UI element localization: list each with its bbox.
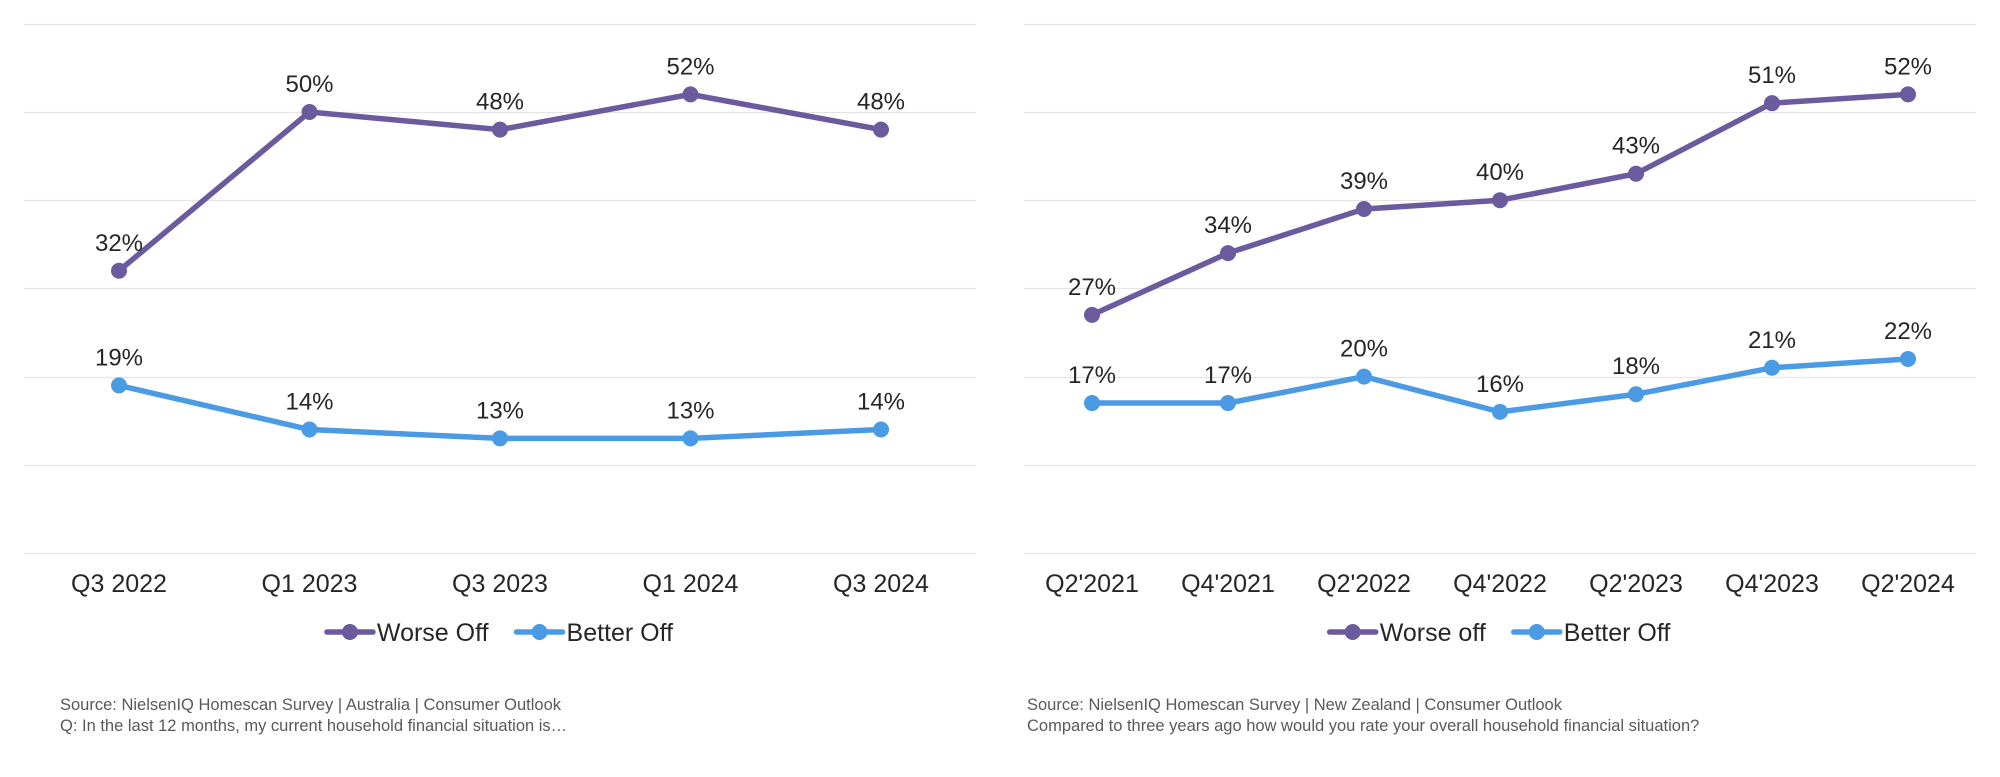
data-label: 51%: [1748, 62, 1796, 89]
data-point: [492, 121, 508, 138]
data-label: 22%: [1884, 318, 1932, 345]
data-point: [1628, 165, 1644, 182]
x-tick-label: Q2'2024: [1861, 570, 1955, 598]
chart-new-zealand: 27% 34% 39% 40% 43% 51% 52% 17% 17% 20% 16% 18% 21% 2…: [1024, 23, 1976, 647]
data-point: [682, 86, 699, 103]
x-tick-label: Q2'2022: [1317, 570, 1411, 598]
source-line: Source: NielsenIQ Homescan Survey | Aust…: [60, 696, 562, 714]
legend-item: Better Off: [1511, 619, 1671, 647]
data-point: [1764, 95, 1780, 112]
data-point: [1492, 403, 1508, 420]
data-label: 52%: [1884, 53, 1932, 80]
data-label: 52%: [666, 53, 714, 80]
data-label: 50%: [285, 71, 333, 98]
data-point: [492, 430, 508, 447]
x-tick-label: Q1 2024: [643, 570, 739, 598]
data-label: 32%: [95, 230, 143, 257]
data-label: 14%: [857, 389, 905, 416]
question-line: Compared to three years ago how would yo…: [1027, 717, 1700, 735]
source-note-new-zealand: Source: NielsenIQ Homescan Survey | New …: [1027, 695, 1699, 737]
x-tick-label: Q3 2023: [452, 570, 548, 598]
data-point: [1356, 201, 1372, 218]
legend: Worse off Better Off: [1326, 619, 1671, 647]
data-label: 14%: [285, 389, 333, 416]
data-point: [682, 430, 699, 447]
x-tick-label: Q4'2023: [1725, 570, 1819, 598]
data-label: 19%: [95, 344, 143, 371]
data-point: [1628, 386, 1644, 403]
x-tick-label: Q2'2021: [1045, 570, 1139, 598]
data-label: 21%: [1748, 327, 1796, 354]
question-line: Q: In the last 12 months, my current hou…: [60, 717, 568, 735]
data-point: [1764, 359, 1780, 376]
data-label: 48%: [857, 89, 905, 116]
data-label: 18%: [1612, 353, 1660, 380]
data-point: [873, 421, 889, 438]
x-tick-label: Q4'2021: [1181, 570, 1275, 598]
x-tick-label: Q1 2023: [262, 570, 358, 598]
data-point: [1220, 395, 1236, 412]
legend-swatch-marker: [341, 624, 358, 640]
data-label: 40%: [1476, 159, 1524, 186]
legend-label: Better Off: [567, 619, 674, 647]
data-point: [1084, 395, 1100, 412]
data-point: [301, 104, 318, 120]
data-point: [1084, 306, 1100, 323]
data-label: 17%: [1068, 362, 1116, 389]
data-label: 39%: [1340, 168, 1388, 195]
data-label: 20%: [1340, 336, 1388, 363]
data-label: 13%: [476, 397, 524, 424]
data-point: [111, 377, 127, 394]
legend-swatch-marker: [1528, 624, 1545, 640]
data-label: 48%: [476, 89, 524, 116]
legend-item: Worse off: [1326, 619, 1486, 647]
legend-swatch-marker: [1344, 624, 1361, 640]
legend-label: Worse Off: [377, 619, 489, 647]
legend-swatch-marker: [531, 624, 548, 640]
data-point: [1356, 368, 1372, 385]
legend-label: Worse off: [1380, 619, 1486, 647]
data-point: [873, 121, 889, 138]
legend-item: Better Off: [513, 619, 674, 647]
data-label: 43%: [1612, 133, 1660, 160]
x-tick-label: Q2'2023: [1589, 570, 1683, 598]
legend: Worse Off Better Off: [324, 619, 674, 647]
data-point: [301, 421, 318, 438]
data-label: 27%: [1068, 274, 1116, 301]
source-line: Source: NielsenIQ Homescan Survey | New …: [1027, 696, 1562, 714]
data-label: 16%: [1476, 371, 1524, 398]
data-point: [1492, 192, 1508, 209]
data-point: [1220, 245, 1236, 262]
x-tick-label: Q4'2022: [1453, 570, 1547, 598]
data-point: [1900, 86, 1916, 103]
x-tick-label: Q3 2022: [71, 570, 167, 598]
data-label: 34%: [1204, 212, 1252, 239]
source-note-australia: Source: NielsenIQ Homescan Survey | Aust…: [60, 695, 567, 737]
chart-australia: 32% 50% 48% 52% 48% 19% 14% 13% 13% 14% Q3 2022 Q1 …: [24, 23, 976, 647]
series-line-worse-off: [116, 91, 884, 274]
data-point: [1900, 350, 1916, 367]
data-point: [111, 262, 127, 279]
legend-label: Better Off: [1564, 619, 1671, 647]
legend-item: Worse Off: [324, 619, 489, 647]
data-label: 13%: [666, 397, 714, 424]
x-tick-label: Q3 2024: [833, 570, 929, 598]
data-label: 17%: [1204, 362, 1252, 389]
